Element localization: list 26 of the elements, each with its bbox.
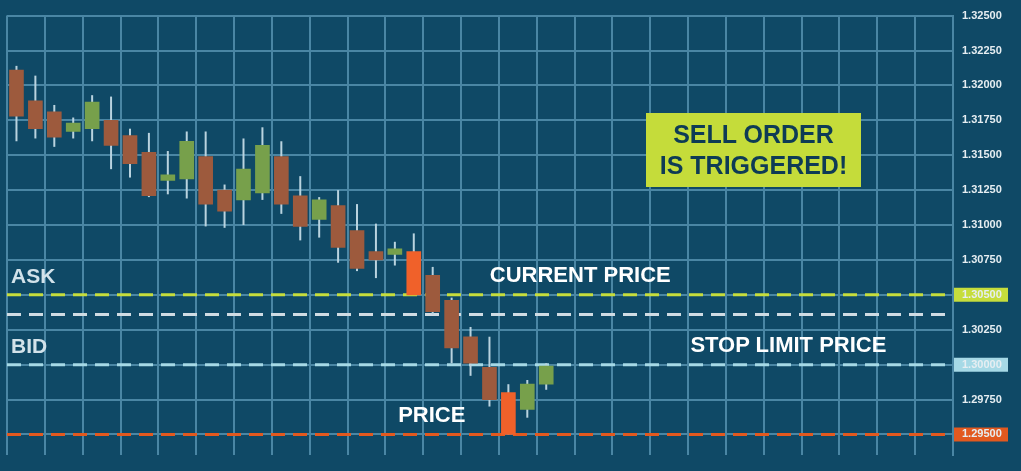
y-tick-label: 1.31500 bbox=[962, 148, 1002, 161]
annotation: SELL ORDER IS TRIGGERED! bbox=[646, 113, 861, 187]
y-tick-label: 1.29500 bbox=[962, 427, 1002, 440]
candlestick bbox=[387, 240, 403, 267]
ref-line-label: BID bbox=[11, 333, 48, 357]
y-tick-label: 1.32500 bbox=[962, 8, 1002, 21]
candlestick bbox=[160, 150, 176, 196]
candlestick bbox=[311, 196, 327, 239]
y-tick-label: 1.32000 bbox=[962, 78, 1002, 91]
candlestick bbox=[217, 183, 232, 229]
y-tick-label: 1.29750 bbox=[962, 392, 1002, 405]
y-tick-label: 1.30250 bbox=[962, 322, 1002, 335]
annotation: PRICE bbox=[398, 401, 466, 427]
candlestick bbox=[65, 116, 81, 140]
candlestick bbox=[368, 222, 384, 280]
candlestick bbox=[538, 362, 554, 391]
y-tick-label: 1.32250 bbox=[962, 43, 1002, 56]
y-tick-label: 1.30750 bbox=[962, 252, 1002, 265]
y-tick-label: 1.30000 bbox=[962, 357, 1002, 370]
y-tick-label: 1.31000 bbox=[962, 218, 1002, 231]
y-tick-label: 1.31750 bbox=[962, 113, 1002, 126]
ref-line-label: ASK bbox=[11, 264, 56, 288]
annotation: CURRENT PRICE bbox=[489, 261, 671, 287]
annotation: STOP LIMIT PRICE bbox=[690, 331, 887, 357]
y-tick-label: 1.31250 bbox=[962, 183, 1002, 196]
y-tick-label: 1.30500 bbox=[962, 287, 1002, 300]
